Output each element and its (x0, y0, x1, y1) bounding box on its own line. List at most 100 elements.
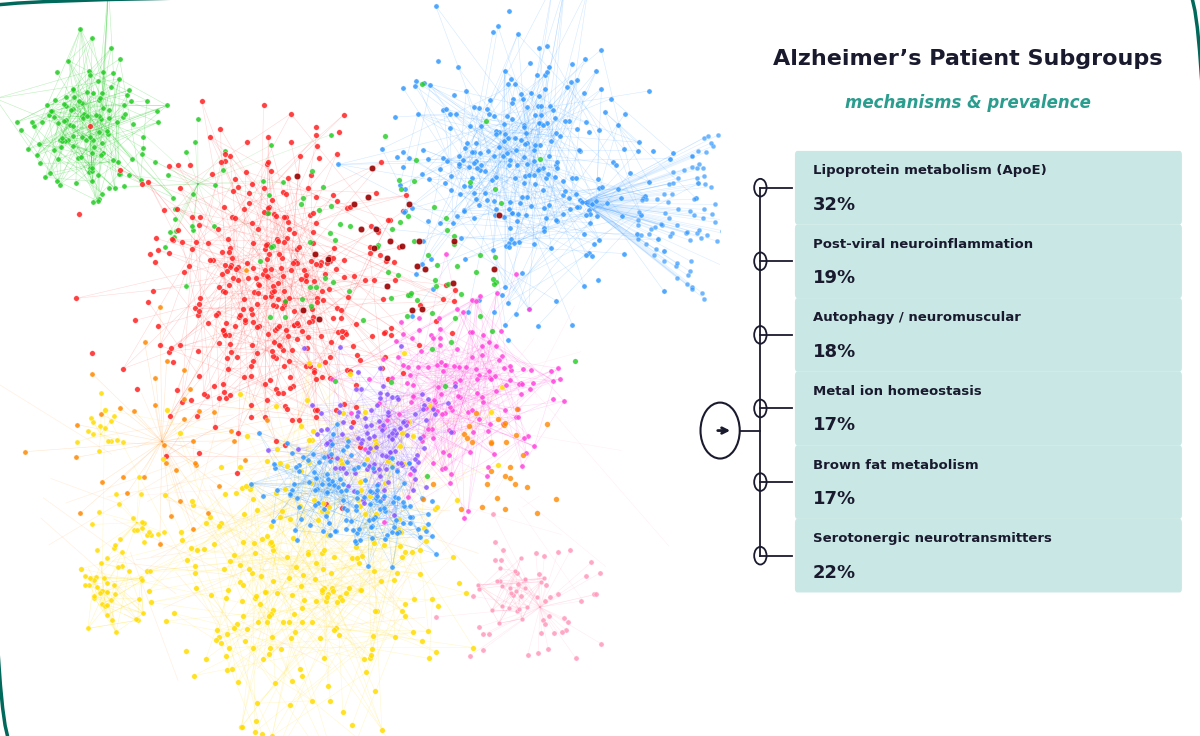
Point (228, 618, 247, 630)
Point (548, 546, 568, 558)
Point (290, 150, 310, 162)
Point (90, 420, 109, 432)
Point (320, 336, 340, 348)
Point (486, 554, 505, 566)
Point (302, 303, 322, 315)
Point (418, 508, 437, 520)
Point (83, 428, 102, 440)
Point (228, 676, 247, 688)
Point (320, 451, 340, 463)
Point (304, 237, 323, 249)
Point (312, 256, 331, 268)
Point (540, 199, 559, 210)
Point (268, 386, 287, 398)
Point (38, 109, 58, 121)
Point (72, 132, 91, 144)
Point (226, 212, 245, 224)
Point (258, 208, 277, 219)
Point (509, 411, 528, 422)
Point (655, 207, 674, 219)
Point (164, 607, 184, 619)
Point (361, 649, 380, 661)
Point (91, 408, 110, 420)
Point (424, 403, 443, 415)
Point (388, 464, 407, 476)
Point (451, 288, 470, 300)
Point (378, 475, 397, 487)
Point (427, 501, 446, 513)
Point (546, 493, 565, 505)
Point (360, 442, 379, 454)
Point (215, 386, 234, 397)
Point (484, 110, 503, 121)
Point (444, 230, 463, 242)
Point (559, 116, 578, 127)
Point (486, 339, 505, 351)
Point (444, 236, 463, 247)
Point (578, 204, 598, 216)
Text: 22%: 22% (814, 564, 856, 581)
Point (383, 561, 402, 573)
Point (190, 219, 209, 231)
Point (472, 159, 491, 171)
Point (458, 406, 478, 418)
Point (552, 626, 571, 638)
Point (388, 567, 407, 579)
Point (197, 517, 216, 529)
Point (414, 403, 433, 415)
Point (536, 171, 556, 183)
Point (272, 505, 292, 517)
Point (434, 407, 454, 419)
Point (167, 225, 186, 237)
Point (396, 598, 415, 610)
Point (266, 352, 286, 364)
Point (499, 5, 518, 17)
Point (380, 236, 400, 247)
Point (334, 462, 353, 474)
Point (403, 484, 422, 496)
Point (695, 293, 714, 305)
Point (713, 214, 732, 226)
Point (368, 226, 388, 238)
Point (518, 430, 538, 442)
Point (464, 188, 484, 199)
Point (98, 104, 118, 116)
Point (437, 104, 456, 116)
Point (524, 238, 544, 250)
Point (556, 185, 575, 197)
Point (424, 333, 443, 344)
Point (505, 79, 524, 91)
Point (282, 447, 301, 459)
Point (352, 475, 371, 486)
Point (122, 118, 142, 130)
Point (490, 126, 509, 138)
Point (667, 272, 686, 283)
Point (276, 439, 295, 450)
Point (422, 593, 442, 605)
Point (488, 459, 508, 471)
Point (203, 168, 222, 180)
Point (306, 217, 325, 229)
Point (282, 632, 301, 644)
Point (517, 481, 536, 492)
Point (350, 475, 370, 487)
Point (509, 208, 528, 220)
Point (366, 685, 385, 697)
Point (83, 165, 102, 177)
Point (287, 562, 306, 573)
Point (382, 427, 401, 439)
Point (659, 213, 678, 224)
Point (677, 227, 696, 239)
Point (466, 266, 485, 278)
Point (268, 322, 287, 334)
Point (526, 179, 545, 191)
Point (125, 405, 144, 417)
Point (256, 378, 275, 389)
Point (205, 380, 224, 392)
Point (370, 463, 389, 475)
Point (282, 590, 301, 601)
Point (281, 513, 300, 525)
Point (389, 526, 408, 538)
Point (100, 182, 119, 194)
Point (374, 327, 394, 339)
